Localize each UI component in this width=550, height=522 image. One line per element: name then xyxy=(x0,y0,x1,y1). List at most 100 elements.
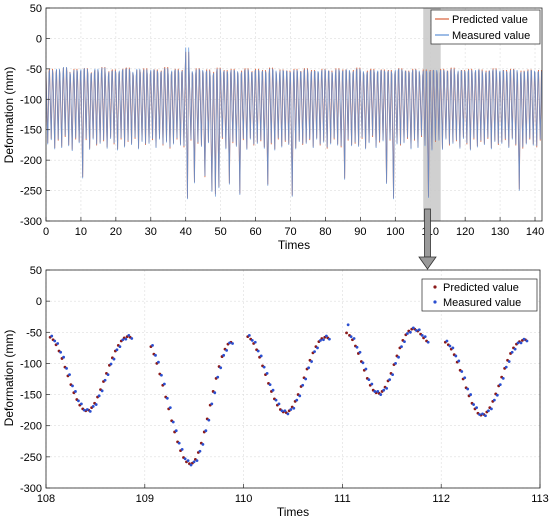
bottom-measured-point xyxy=(301,383,305,387)
bottom-measured-point xyxy=(484,414,487,418)
bottom-measured-point xyxy=(62,355,65,359)
bottom-measured-point xyxy=(82,408,86,412)
legend-measured-marker xyxy=(433,300,437,304)
bottom-measured-point xyxy=(376,390,380,393)
bottom-measured-point xyxy=(106,373,110,377)
bottom-measured-point xyxy=(186,459,190,462)
top-y-tick-label: 0 xyxy=(36,33,42,45)
bottom-y-tick-label: -300 xyxy=(20,483,42,495)
legend-predicted-marker xyxy=(433,285,437,289)
bottom-x-tick-label: 113 xyxy=(531,493,549,505)
bottom-y-tick-label: -50 xyxy=(26,327,42,339)
bottom-measured-point xyxy=(451,346,455,350)
bottom-axes-frame xyxy=(45,269,541,489)
legend-predicted-label: Predicted value xyxy=(452,14,528,26)
bottom-measured-point xyxy=(373,390,377,393)
bottom-measured-point xyxy=(130,337,134,340)
bottom-measured-point xyxy=(490,407,493,411)
bottom-measured-point xyxy=(397,355,400,359)
bottom-measured-point xyxy=(504,365,508,369)
bottom-measured-point xyxy=(417,328,421,332)
bottom-measured-point xyxy=(74,390,77,393)
bottom-measured-point xyxy=(231,342,234,345)
top-x-tick-label: 0 xyxy=(43,226,49,238)
bottom-measured-point xyxy=(310,360,313,363)
bottom-measured-point xyxy=(498,383,502,387)
bottom-legend-box xyxy=(421,278,538,312)
bottom-measured-point xyxy=(256,349,260,353)
bottom-measured-point xyxy=(325,334,328,338)
bottom-measured-point xyxy=(100,389,104,393)
bottom-measured-point xyxy=(475,406,478,410)
top-y-tick-label: 50 xyxy=(30,3,42,15)
bottom-x-tick-label: 108 xyxy=(37,493,55,505)
bottom-measured-point xyxy=(171,420,175,424)
top-x-tick-label: 50 xyxy=(215,226,227,238)
bottom-measured-point xyxy=(213,391,217,395)
bottom-measured-point xyxy=(124,337,128,341)
bottom-measured-point xyxy=(201,443,205,446)
bottom-measured-point xyxy=(165,396,169,400)
bottom-measured-point xyxy=(295,398,299,402)
bottom-measured-point xyxy=(216,375,220,379)
bottom-measured-point xyxy=(349,335,353,339)
bottom-measured-point xyxy=(77,399,80,403)
zoom-arrow-head xyxy=(418,256,437,270)
bottom-measured-point xyxy=(151,343,154,347)
bottom-measured-point xyxy=(177,441,181,445)
zoom-highlight-band xyxy=(423,8,441,221)
bottom-measured-point xyxy=(370,382,374,386)
bottom-x-tick-label: 109 xyxy=(136,493,154,505)
top-x-tick-label: 40 xyxy=(180,226,192,238)
bottom-measured-point xyxy=(289,408,293,411)
bottom-measured-point xyxy=(495,393,499,397)
bottom-measured-point xyxy=(228,341,231,345)
bottom-measured-point xyxy=(426,340,430,344)
top-x-tick-label: 90 xyxy=(354,226,366,238)
top-legend-box xyxy=(430,9,541,45)
bottom-measured-point xyxy=(259,354,263,358)
bottom-measured-point xyxy=(463,376,467,380)
bottom-measured-point xyxy=(352,337,356,340)
bottom-measured-point xyxy=(513,347,517,351)
bottom-measured-point xyxy=(361,361,365,365)
bottom-x-tick-label: 112 xyxy=(432,493,450,505)
bottom-measured-point xyxy=(420,334,424,337)
top-x-tick-label: 20 xyxy=(110,226,122,238)
bottom-measured-point xyxy=(118,345,122,349)
bottom-measured-point xyxy=(394,362,397,365)
top-x-tick-label: 30 xyxy=(145,226,157,238)
top-x-axis-label: Times xyxy=(278,238,310,252)
bottom-predicted-point xyxy=(345,331,348,335)
bottom-measured-point xyxy=(210,402,214,406)
bottom-measured-point xyxy=(250,338,254,342)
bottom-y-tick-label: 0 xyxy=(36,296,42,308)
zoom-arrow xyxy=(418,208,437,270)
bottom-measured-point xyxy=(97,394,101,398)
bottom-measured-point xyxy=(307,366,311,370)
bottom-measured-point xyxy=(286,412,290,416)
bottom-x-ticks: 108 109 110 111 112 113 xyxy=(37,484,549,505)
top-x-tick-label: 60 xyxy=(249,226,261,238)
top-y-tick-label: -300 xyxy=(20,216,42,228)
bottom-measured-point xyxy=(507,360,511,363)
bottom-measured-point xyxy=(195,459,199,462)
bottom-measured-point xyxy=(71,384,74,388)
bottom-measured-point xyxy=(91,405,95,408)
bottom-measured-point xyxy=(65,367,68,370)
bottom-measured-point xyxy=(127,334,131,337)
bottom-measured-point xyxy=(313,350,316,353)
bottom-measured-point xyxy=(268,383,272,387)
top-y-tick-label: -50 xyxy=(26,64,42,76)
bottom-measured-point xyxy=(50,334,54,338)
bottom-measured-point xyxy=(53,339,57,343)
bottom-measured-point xyxy=(180,447,184,451)
bottom-measured-point xyxy=(423,335,427,339)
bottom-measured-point xyxy=(68,373,71,377)
bottom-measured-point xyxy=(319,338,322,342)
top-x-tick-label: 100 xyxy=(386,226,404,238)
bottom-measured-point xyxy=(247,334,251,337)
bottom-measured-point xyxy=(189,463,193,467)
bottom-measured-point xyxy=(204,429,208,433)
